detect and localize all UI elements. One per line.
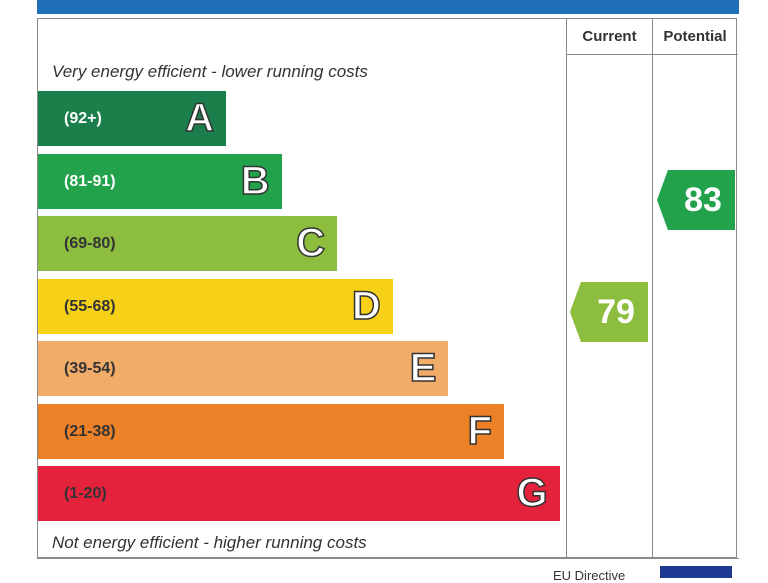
potential-column-header: Potential: [663, 28, 727, 45]
current-rating-pointer: 79: [570, 282, 648, 342]
bottom-caption: Not energy efficient - higher running co…: [52, 533, 367, 552]
band-range-label: (21-38): [64, 422, 116, 440]
current-column-header: Current: [582, 28, 637, 45]
band-letter: C: [296, 220, 326, 266]
band-range-label: (69-80): [64, 235, 116, 252]
footer-divider: [37, 558, 739, 559]
top-caption: Very energy efficient - lower running co…: [52, 62, 368, 81]
band-range-label: (55-68): [64, 297, 116, 315]
rating-band-g: (1-20) G: [38, 466, 560, 521]
current-pointer-arrow-icon: [570, 282, 648, 342]
rating-band-e: (39-54) E: [38, 341, 449, 396]
potential-pointer-arrow-icon: [657, 169, 735, 230]
potential-rating-value: 83: [684, 180, 722, 219]
header-divider: [566, 54, 738, 55]
rating-band-f: (21-38) F: [38, 403, 504, 459]
top-banner: [37, 0, 739, 14]
current-rating-value: 79: [597, 293, 635, 331]
rating-band-b: (81-91) B: [38, 153, 282, 209]
rating-chart-frame: [37, 18, 737, 558]
rating-band-c: (69-80) C: [38, 216, 338, 271]
band-letter: F: [467, 408, 493, 454]
band-range-label: (39-54): [64, 360, 116, 377]
rating-band-a: (92+) A: [38, 91, 226, 146]
potential-rating-pointer: 83: [657, 169, 735, 230]
band-range-label: (1-20): [64, 485, 107, 502]
potential-column-divider: [652, 18, 653, 558]
band-letter: A: [184, 95, 214, 141]
band-letter: G: [516, 470, 549, 516]
band-letter: B: [240, 158, 270, 204]
band-letter: E: [409, 345, 437, 391]
current-column-divider: [566, 18, 567, 558]
band-letter: D: [351, 283, 381, 329]
band-range-label: (92+): [64, 110, 102, 127]
eu-flag-icon: [660, 566, 732, 578]
band-range-label: (81-91): [64, 172, 116, 190]
rating-band-d: (55-68) D: [38, 278, 393, 334]
